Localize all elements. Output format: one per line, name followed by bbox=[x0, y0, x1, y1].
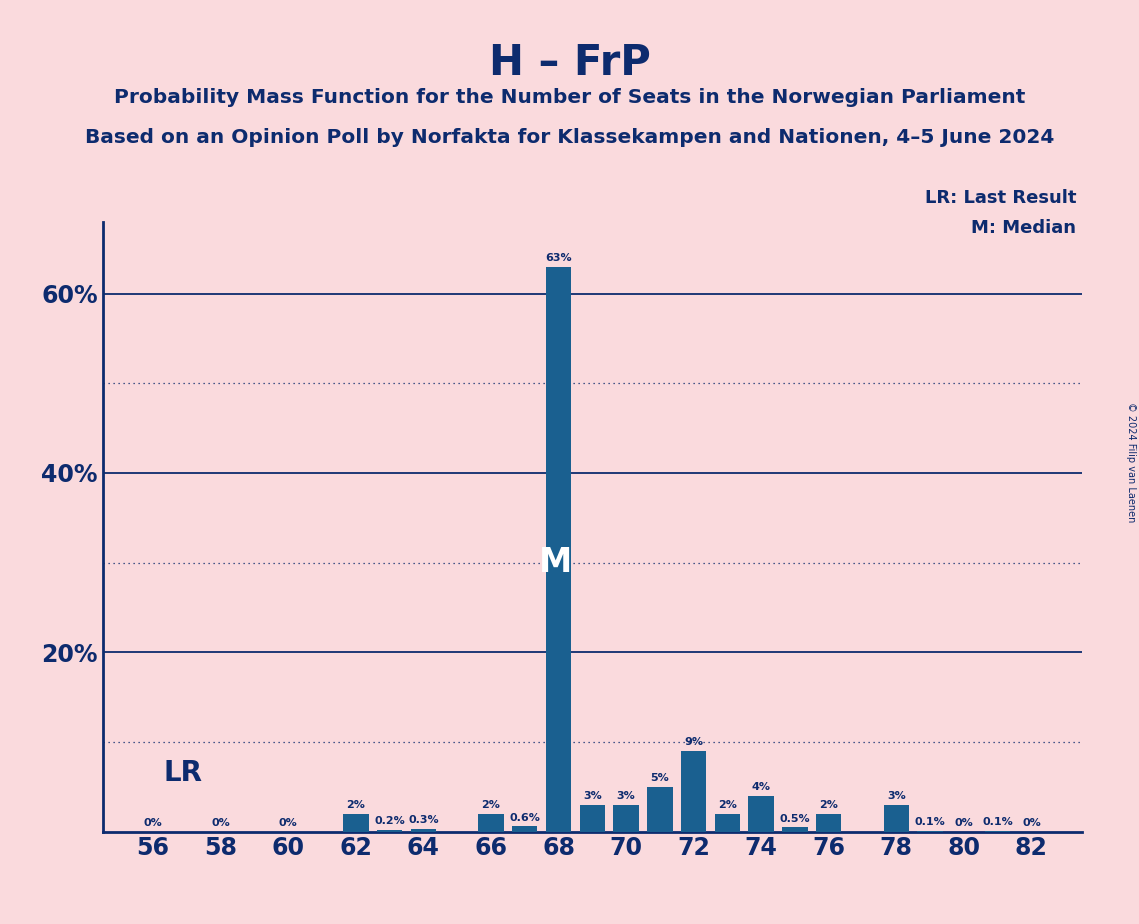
Text: 2%: 2% bbox=[718, 800, 737, 810]
Text: M: Median: M: Median bbox=[972, 219, 1076, 237]
Text: 0%: 0% bbox=[1022, 818, 1041, 828]
Bar bbox=[714, 814, 740, 832]
Text: 9%: 9% bbox=[685, 737, 703, 748]
Text: H – FrP: H – FrP bbox=[489, 42, 650, 83]
Text: 2%: 2% bbox=[346, 800, 366, 810]
Bar bbox=[884, 805, 909, 832]
Text: 0.6%: 0.6% bbox=[509, 812, 540, 822]
Bar bbox=[343, 814, 369, 832]
Text: 0%: 0% bbox=[144, 818, 163, 828]
Bar bbox=[478, 814, 503, 832]
Text: © 2024 Filip van Laenen: © 2024 Filip van Laenen bbox=[1126, 402, 1136, 522]
Text: 0.2%: 0.2% bbox=[375, 816, 405, 826]
Text: 3%: 3% bbox=[887, 791, 906, 801]
Bar bbox=[748, 796, 773, 832]
Text: 3%: 3% bbox=[583, 791, 601, 801]
Text: 4%: 4% bbox=[752, 782, 771, 792]
Text: 63%: 63% bbox=[546, 253, 572, 263]
Bar bbox=[513, 826, 538, 832]
Text: 0.5%: 0.5% bbox=[779, 813, 810, 823]
Bar bbox=[782, 827, 808, 832]
Bar bbox=[411, 829, 436, 832]
Text: 0.1%: 0.1% bbox=[982, 817, 1013, 827]
Text: 5%: 5% bbox=[650, 773, 670, 784]
Bar bbox=[580, 805, 605, 832]
Text: M: M bbox=[539, 546, 572, 579]
Text: LR: LR bbox=[163, 760, 203, 787]
Text: 0%: 0% bbox=[212, 818, 230, 828]
Text: 0.3%: 0.3% bbox=[408, 815, 439, 825]
Text: 2%: 2% bbox=[819, 800, 838, 810]
Bar bbox=[681, 751, 706, 832]
Text: 0%: 0% bbox=[954, 818, 973, 828]
Bar bbox=[816, 814, 842, 832]
Bar bbox=[647, 786, 672, 832]
Text: Probability Mass Function for the Number of Seats in the Norwegian Parliament: Probability Mass Function for the Number… bbox=[114, 88, 1025, 107]
Text: LR: Last Result: LR: Last Result bbox=[925, 189, 1076, 207]
Bar bbox=[546, 267, 571, 832]
Text: Based on an Opinion Poll by Norfakta for Klassekampen and Nationen, 4–5 June 202: Based on an Opinion Poll by Norfakta for… bbox=[84, 128, 1055, 147]
Text: 3%: 3% bbox=[616, 791, 636, 801]
Text: 0%: 0% bbox=[279, 818, 297, 828]
Bar bbox=[377, 830, 402, 832]
Text: 0.1%: 0.1% bbox=[915, 817, 945, 827]
Text: 2%: 2% bbox=[482, 800, 500, 810]
Bar bbox=[614, 805, 639, 832]
